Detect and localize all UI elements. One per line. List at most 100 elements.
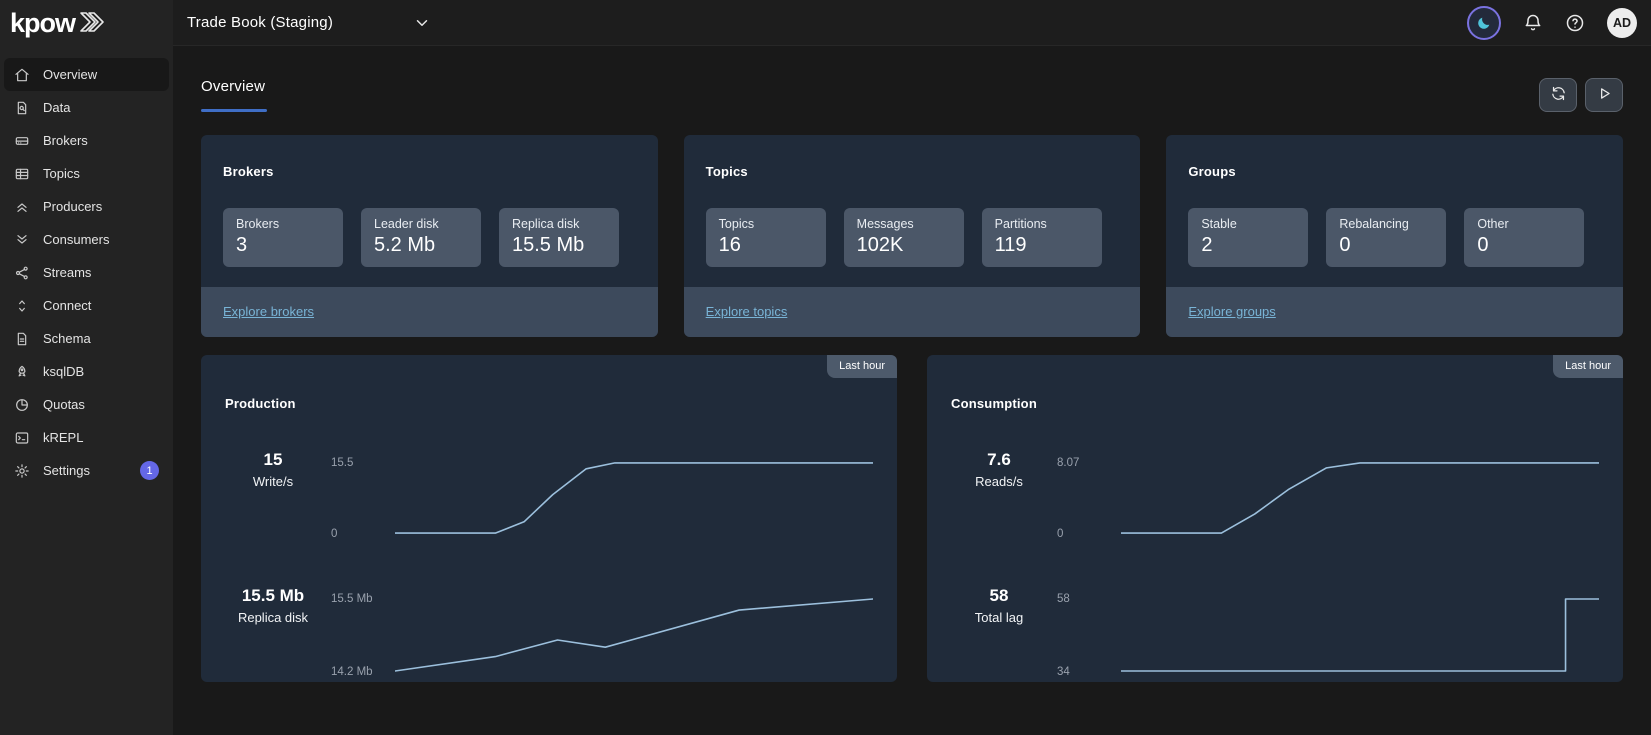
sidebar-item-settings[interactable]: Settings 1 (4, 454, 169, 487)
sidebar-item-topics[interactable]: Topics (4, 157, 169, 190)
card-footer: Explore topics (683, 287, 1141, 337)
sidebar-item-data[interactable]: Data (4, 91, 169, 124)
explore-groups-link[interactable]: Explore groups (1188, 304, 1276, 319)
stat-value: 102K (856, 234, 904, 256)
chevron-down-icon[interactable] (413, 14, 431, 32)
metric-value: 58 (989, 586, 1009, 605)
production-card: Last hour Production 15 Write/s 15.5 0 15.5 Mb… (201, 355, 897, 682)
home-icon (14, 67, 30, 83)
sidebar-item-overview[interactable]: Overview (4, 58, 169, 91)
page-header: Overview (201, 78, 1623, 112)
chart-row-total-lag: 58 Total lag 58 34 (951, 586, 1599, 678)
bell-icon (1525, 14, 1541, 30)
stat-label: Replica disk (512, 217, 580, 231)
card-title: Brokers (223, 164, 274, 179)
sidebar-item-label: Overview (43, 67, 98, 82)
chart-row-write-s: 15 Write/s 15.5 0 (225, 450, 873, 540)
axis-min-label: 0 (331, 528, 338, 540)
chart-rows: 7.6 Reads/s 8.07 0 58 Total lag 58 34 (951, 450, 1599, 678)
sidebar-item-label: Connect (43, 298, 92, 313)
explore-brokers-link[interactable]: Explore brokers (223, 304, 315, 319)
card-title: Topics (705, 164, 748, 179)
help-button[interactable] (1565, 13, 1585, 33)
refresh-button[interactable] (1539, 78, 1577, 112)
user-avatar[interactable]: AD (1607, 7, 1637, 38)
axis-min-label: 34 (1057, 666, 1070, 678)
stat-tile-partitions: Partitions 119 (981, 208, 1102, 267)
card-title: Groups (1188, 164, 1236, 179)
logo: kpow (0, 0, 173, 46)
stat-tile-rebalancing: Rebalancing 0 (1326, 208, 1447, 267)
stat-tiles: Brokers 3 Leader disk 5.2 Mb Replica disk 15.… (201, 192, 658, 287)
right-column: Trade Book (Staging) AD (173, 0, 1651, 735)
sidebar: kpow Overview Data Brokers Topics Producers C… (0, 0, 173, 735)
sidebar-item-connect[interactable]: Connect (4, 289, 169, 322)
stat-value: 16 (718, 234, 741, 256)
stat-value: 3 (236, 234, 248, 256)
axis-max-label: 15.5 Mb (331, 593, 373, 605)
sidebar-item-producers[interactable]: Producers (4, 190, 169, 223)
sidebar-item-label: kREPL (43, 430, 84, 445)
stat-tile-messages: Messages 102K (843, 208, 964, 267)
sidebar-item-streams[interactable]: Streams (4, 256, 169, 289)
stat-label: Stable (1201, 217, 1237, 231)
stat-label: Other (1477, 217, 1509, 231)
sidebar-item-label: Quotas (43, 397, 85, 412)
sidebar-item-ksqldb[interactable]: ksqlDB (4, 355, 169, 388)
pie-icon (14, 397, 30, 413)
sidebar-item-quotas[interactable]: Quotas (4, 388, 169, 421)
tab-overview[interactable]: Overview (201, 78, 267, 112)
chevrons-up-icon (14, 199, 30, 215)
page-title: Overview (201, 78, 266, 95)
topics-card: Topics Topics 16 Messages 102K Partitions 119 E… (683, 135, 1141, 337)
stat-tile-stable: Stable 2 (1188, 208, 1309, 267)
sidebar-item-consumers[interactable]: Consumers (4, 223, 169, 256)
sidebar-item-krepl[interactable]: kREPL (4, 421, 169, 454)
stat-label: Messages (856, 217, 914, 231)
stat-label: Topics (718, 217, 755, 231)
document-icon (14, 331, 30, 347)
sidebar-nav: Overview Data Brokers Topics Producers Consum… (0, 58, 173, 487)
axis-min-label: 0 (1057, 528, 1064, 540)
document-search-icon (14, 100, 30, 116)
sidebar-item-label: Data (43, 100, 71, 115)
chart-card-title: Production (225, 396, 296, 411)
stat-tile-other: Other 0 (1464, 208, 1585, 267)
chart-cards-row: Last hour Production 15 Write/s 15.5 0 15.5 Mb… (201, 355, 1623, 682)
environment-selector-label[interactable]: Trade Book (Staging) (187, 14, 334, 31)
sidebar-item-schema[interactable]: Schema (4, 322, 169, 355)
drive-icon (14, 133, 30, 149)
stat-tile-replica-disk: Replica disk 15.5 Mb (499, 208, 619, 267)
sidebar-item-brokers[interactable]: Brokers (4, 124, 169, 157)
notifications-button[interactable] (1523, 13, 1543, 33)
stat-value: 15.5 Mb (512, 234, 585, 256)
axis-max-label: 58 (1057, 593, 1070, 605)
terminal-icon (14, 430, 30, 446)
up-down-icon (14, 298, 30, 314)
settings-badge: 1 (140, 461, 159, 480)
share-icon (14, 265, 30, 281)
card-footer: Explore groups (1166, 287, 1624, 337)
spark-area: 8.07 0 (1057, 457, 1599, 540)
theme-toggle-button[interactable] (1467, 5, 1501, 40)
chart-row-reads-s: 7.6 Reads/s 8.07 0 (951, 450, 1599, 540)
sparkline-chart (1121, 595, 1599, 675)
axis-max-label: 15.5 (331, 457, 354, 469)
metric-value: 15.5 Mb (241, 586, 305, 605)
play-button[interactable] (1585, 78, 1623, 112)
card-footer: Explore brokers (201, 287, 658, 337)
stat-label: Leader disk (374, 217, 439, 231)
spark-area: 15.5 0 (331, 457, 873, 540)
stat-value: 0 (1477, 234, 1489, 256)
sidebar-item-label: Brokers (43, 133, 88, 148)
metric-value: 15 (263, 450, 283, 469)
stat-value: 0 (1339, 234, 1351, 256)
metric-label: Reads/s (975, 474, 1023, 489)
sidebar-item-label: Schema (43, 331, 91, 346)
logo-text: kpow (10, 7, 76, 38)
play-icon (1596, 85, 1613, 105)
metric-label: Total lag (974, 610, 1024, 625)
explore-topics-link[interactable]: Explore topics (705, 304, 788, 319)
spark-area: 15.5 Mb 14.2 Mb (331, 593, 873, 678)
